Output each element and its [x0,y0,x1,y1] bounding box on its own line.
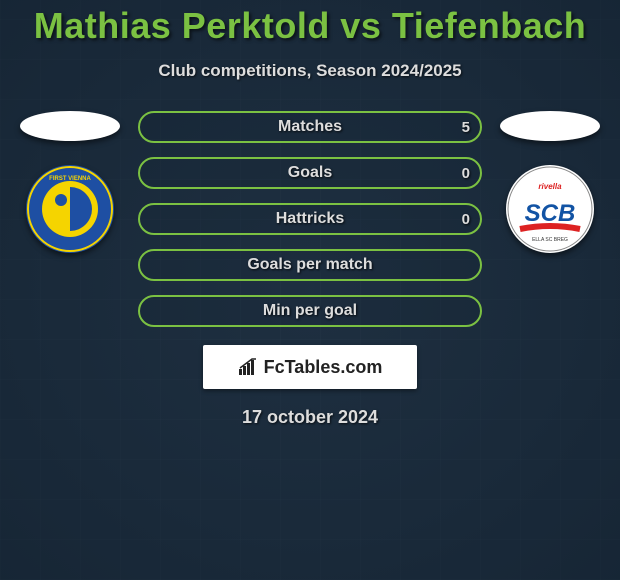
stat-label: Min per goal [263,302,357,320]
stat-right-value: 0 [462,165,470,182]
date-label: 17 october 2024 [0,407,620,428]
stat-row-hattricks: Hattricks 0 [138,203,482,235]
bregenz-badge-icon: rivella SCB ELLA SC BREG [506,165,594,253]
brand-text: FcTables.com [264,357,383,378]
right-column: rivella SCB ELLA SC BREG [500,111,600,253]
stat-row-goals: Goals 0 [138,157,482,189]
svg-text:rivella: rivella [538,182,562,191]
stat-row-min-per-goal: Min per goal [138,295,482,327]
stat-row-goals-per-match: Goals per match [138,249,482,281]
stat-right-value: 0 [462,211,470,228]
left-column: FIRST VIENNA [20,111,120,253]
subtitle: Club competitions, Season 2024/2025 [0,61,620,81]
stat-rows: Matches 5 Goals 0 Hattricks 0 Goals per … [138,111,482,327]
player-left-avatar [20,111,120,141]
stat-right-value: 5 [462,119,470,136]
club-badge-left: FIRST VIENNA [26,165,114,253]
svg-text:FIRST VIENNA: FIRST VIENNA [49,176,91,182]
brand-label: FcTables.com [238,357,383,378]
page-title: Mathias Perktold vs Tiefenbach [0,0,620,47]
stats-area: FIRST VIENNA Matches 5 Goals 0 Hattricks… [0,111,620,327]
svg-text:ELLA SC BREG: ELLA SC BREG [532,237,568,243]
stat-label: Goals per match [247,256,372,274]
stat-label: Goals [288,164,332,182]
svg-text:SCB: SCB [525,200,576,227]
stat-label: Matches [278,118,342,136]
brand-box[interactable]: FcTables.com [203,345,417,389]
chart-icon [238,358,260,376]
player-right-avatar [500,111,600,141]
stat-label: Hattricks [276,210,344,228]
club-badge-right: rivella SCB ELLA SC BREG [506,165,594,253]
stat-row-matches: Matches 5 [138,111,482,143]
vienna-badge-icon: FIRST VIENNA [26,165,114,253]
